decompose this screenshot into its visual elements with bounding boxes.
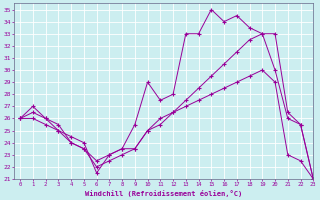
X-axis label: Windchill (Refroidissement éolien,°C): Windchill (Refroidissement éolien,°C): [85, 190, 242, 197]
